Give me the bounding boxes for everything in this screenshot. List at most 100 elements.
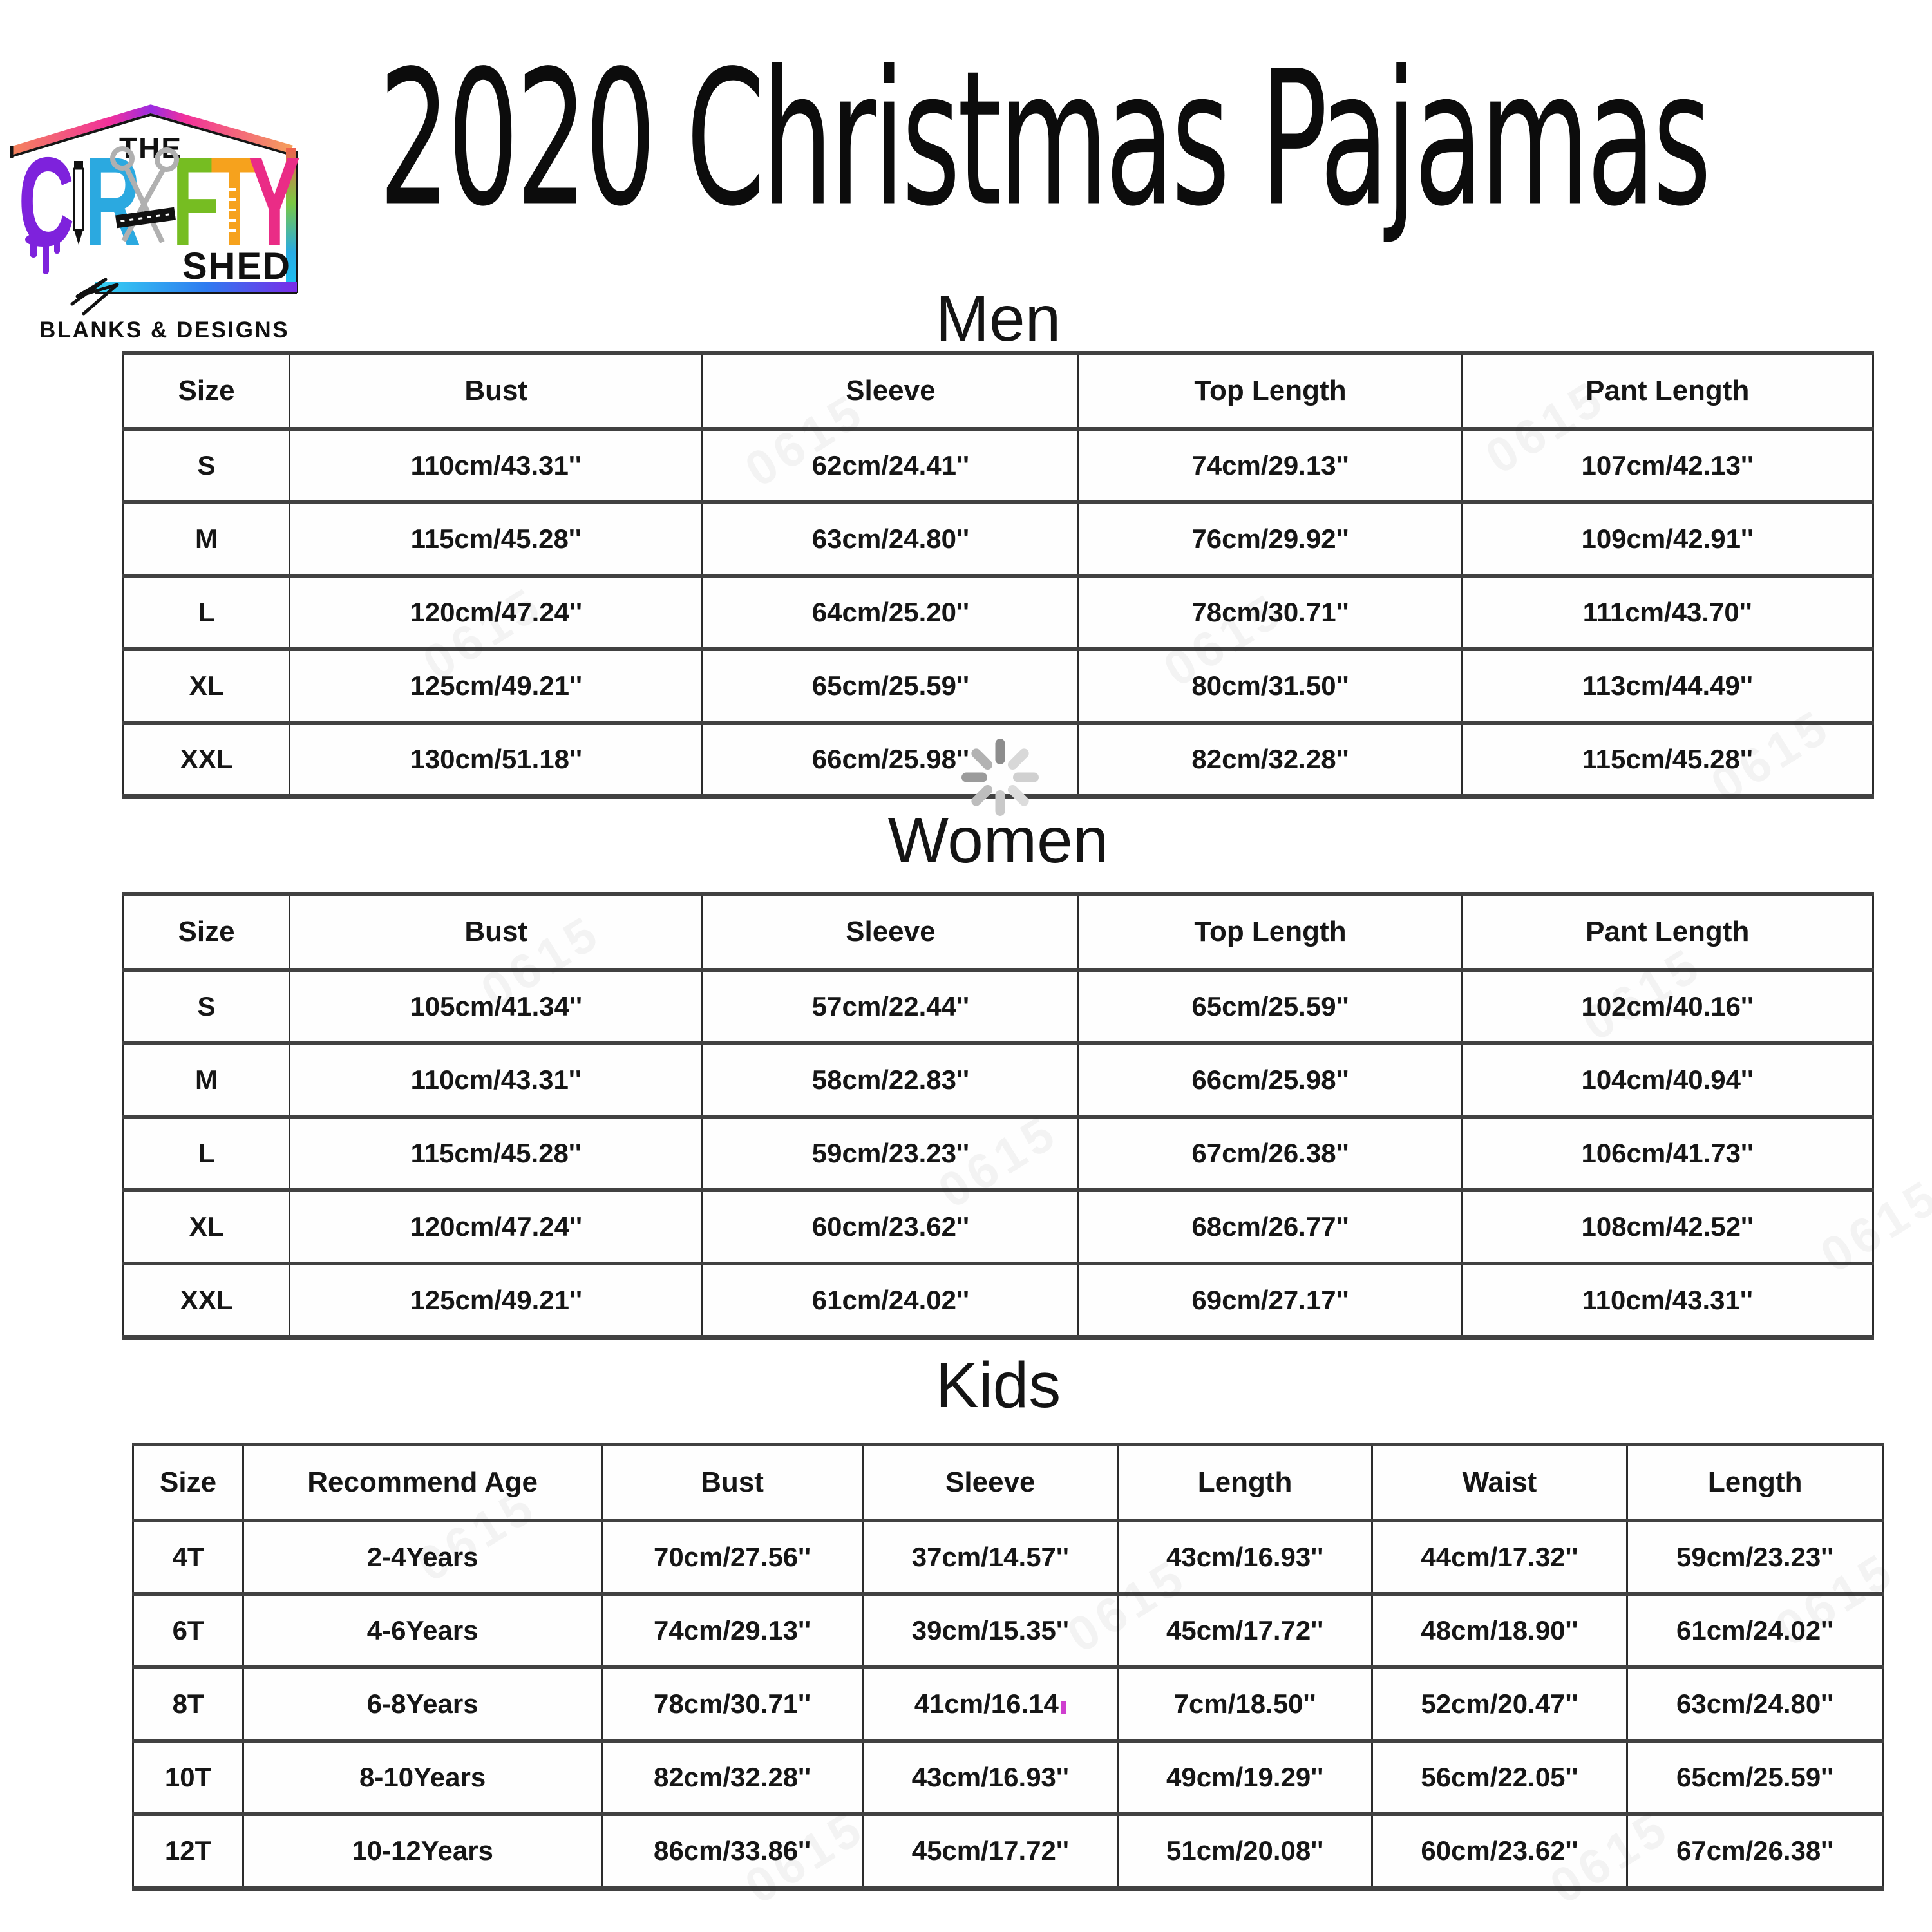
column-header: Length — [1117, 1444, 1373, 1520]
measurement-cell: 74cm/29.13'' — [1077, 429, 1463, 502]
measurement-cell: 109cm/42.91'' — [1461, 502, 1874, 576]
measurement-cell: 58cm/22.83'' — [701, 1043, 1080, 1117]
measurement-cell: 106cm/41.73'' — [1461, 1117, 1874, 1190]
size-cell: XXL — [122, 1264, 291, 1338]
measurement-cell: 82cm/32.28'' — [1077, 723, 1463, 797]
header-row: Size Bust Sleeve Top Length Pant Length — [122, 894, 1874, 970]
measurement-cell: 57cm/22.44'' — [701, 970, 1080, 1043]
measurement-cell: 8-10Years — [242, 1741, 603, 1814]
column-header: Bust — [601, 1444, 864, 1520]
size-cell: 8T — [131, 1667, 245, 1741]
column-header: Sleeve — [701, 894, 1080, 970]
measurement-cell: 110cm/43.31'' — [289, 429, 704, 502]
measurement-cell: 59cm/23.23'' — [1626, 1520, 1884, 1594]
table-row: XL 120cm/47.24'' 60cm/23.62'' 68cm/26.77'' 1… — [122, 1190, 1874, 1264]
measurement-cell: 108cm/42.52'' — [1461, 1190, 1874, 1264]
measurement-cell: 61cm/24.02'' — [1626, 1594, 1884, 1667]
column-header: Waist — [1370, 1444, 1629, 1520]
paint-drip-icon — [25, 232, 61, 274]
table-row: L 120cm/47.24'' 64cm/25.20'' 78cm/30.71'' 11… — [122, 576, 1874, 649]
measurement-cell: 60cm/23.62'' — [701, 1190, 1080, 1264]
measurement-cell: 68cm/26.77'' — [1077, 1190, 1463, 1264]
measurement-cell: 113cm/44.49'' — [1461, 649, 1874, 723]
measurement-cell: 120cm/47.24'' — [289, 576, 704, 649]
logo-letter-t: T — [211, 132, 258, 272]
column-header: Top Length — [1077, 894, 1463, 970]
size-cell: XXL — [122, 723, 291, 797]
size-cell: 4T — [131, 1520, 245, 1594]
measurement-cell: 10-12Years — [242, 1814, 603, 1888]
measurement-cell: 63cm/24.80'' — [701, 502, 1080, 576]
measurement-cell: 115cm/45.28'' — [289, 502, 704, 576]
measurement-cell: 107cm/42.13'' — [1461, 429, 1874, 502]
table-row: XXL 130cm/51.18'' 66cm/25.98'' 82cm/32.28''… — [122, 723, 1874, 797]
size-cell: L — [122, 1117, 291, 1190]
measurement-cell: 64cm/25.20'' — [701, 576, 1080, 649]
section-heading-women: Women — [887, 804, 1109, 876]
table-row: XL 125cm/49.21'' 65cm/25.59'' 80cm/31.50'' 1… — [122, 649, 1874, 723]
measurement-cell: 110cm/43.31'' — [289, 1043, 704, 1117]
column-header: Size — [131, 1444, 245, 1520]
measurement-cell: 70cm/27.56'' — [601, 1520, 864, 1594]
size-cell: 10T — [131, 1741, 245, 1814]
measurement-cell: 125cm/49.21'' — [289, 1264, 704, 1338]
column-header: Size — [122, 353, 291, 429]
logo-letter-f: F — [172, 132, 220, 272]
measurement-cell: 86cm/33.86'' — [601, 1814, 864, 1888]
column-header: Size — [122, 894, 291, 970]
table-row: L 115cm/45.28'' 59cm/23.23'' 67cm/26.38'' 10… — [122, 1117, 1874, 1190]
column-header: Recommend Age — [242, 1444, 603, 1520]
women-size-table: Size Bust Sleeve Top Length Pant Length S 105c… — [122, 892, 1874, 1340]
column-header: Length — [1626, 1444, 1884, 1520]
column-header: Pant Length — [1461, 894, 1874, 970]
column-header: Bust — [289, 353, 704, 429]
measurement-cell: 111cm/43.70'' — [1461, 576, 1874, 649]
header-row: Size Bust Sleeve Top Length Pant Length — [122, 353, 1874, 429]
measurement-cell: 130cm/51.18'' — [289, 723, 704, 797]
measurement-cell: 7cm/18.50'' — [1117, 1667, 1373, 1741]
measurement-cell: 61cm/24.02'' — [701, 1264, 1080, 1338]
column-header: Sleeve — [861, 1444, 1119, 1520]
measurement-cell: 52cm/20.47'' — [1370, 1667, 1629, 1741]
table-row: S 110cm/43.31'' 62cm/24.41'' 74cm/29.13'' 10… — [122, 429, 1874, 502]
measurement-cell: 59cm/23.23'' — [701, 1117, 1080, 1190]
header-row: Size Recommend Age Bust Sleeve Length Waist Le… — [131, 1444, 1884, 1520]
size-cell: XL — [122, 1190, 291, 1264]
size-cell: M — [122, 502, 291, 576]
measurement-cell: 43cm/16.93'' — [861, 1741, 1119, 1814]
logo-tagline: BLANKS & DESIGNS — [39, 317, 289, 343]
measurement-cell: 67cm/26.38'' — [1626, 1814, 1884, 1888]
size-cell: S — [122, 429, 291, 502]
table-row: 12T 10-12Years 86cm/33.86'' 45cm/17.72'' 51c… — [131, 1814, 1884, 1888]
measurement-cell: 63cm/24.80'' — [1626, 1667, 1884, 1741]
measurement-cell: 66cm/25.98'' — [1077, 1043, 1463, 1117]
size-cell: 6T — [131, 1594, 245, 1667]
measurement-cell: 69cm/27.17'' — [1077, 1264, 1463, 1338]
measurement-cell: 65cm/25.59'' — [1626, 1741, 1884, 1814]
measurement-cell: 82cm/32.28'' — [601, 1741, 864, 1814]
crafty-shed-logo: THE C R F T Y — [10, 104, 301, 343]
measurement-cell: 2-4Years — [242, 1520, 603, 1594]
measurement-cell: 67cm/26.38'' — [1077, 1117, 1463, 1190]
measurement-cell: 74cm/29.13'' — [601, 1594, 864, 1667]
logo-letter-y: Y — [249, 132, 301, 272]
table-row: XXL 125cm/49.21'' 61cm/24.02'' 69cm/27.17''… — [122, 1264, 1874, 1338]
measurement-cell: 43cm/16.93'' — [1117, 1520, 1373, 1594]
measurement-cell: 65cm/25.59'' — [701, 649, 1080, 723]
size-cell: L — [122, 576, 291, 649]
measurement-cell: 45cm/17.72'' — [861, 1814, 1119, 1888]
measurement-cell: 51cm/20.08'' — [1117, 1814, 1373, 1888]
size-cell: XL — [122, 649, 291, 723]
scissors-icon — [110, 146, 179, 243]
measurement-cell: 39cm/15.35'' — [861, 1594, 1119, 1667]
column-header: Bust — [289, 894, 704, 970]
size-cell: 12T — [131, 1814, 245, 1888]
measurement-cell: 115cm/45.28'' — [289, 1117, 704, 1190]
kids-size-table: Size Recommend Age Bust Sleeve Length Waist Le… — [131, 1443, 1884, 1891]
table-row: 6T 4-6Years 74cm/29.13'' 39cm/15.35'' 45cm/1… — [131, 1594, 1884, 1667]
measurement-cell: 60cm/23.62'' — [1370, 1814, 1629, 1888]
measurement-cell: 120cm/47.24'' — [289, 1190, 704, 1264]
measurement-cell: 48cm/18.90'' — [1370, 1594, 1629, 1667]
table-row: 10T 8-10Years 82cm/32.28'' 43cm/16.93'' 49cm… — [131, 1741, 1884, 1814]
measurement-cell: 62cm/24.41'' — [701, 429, 1080, 502]
